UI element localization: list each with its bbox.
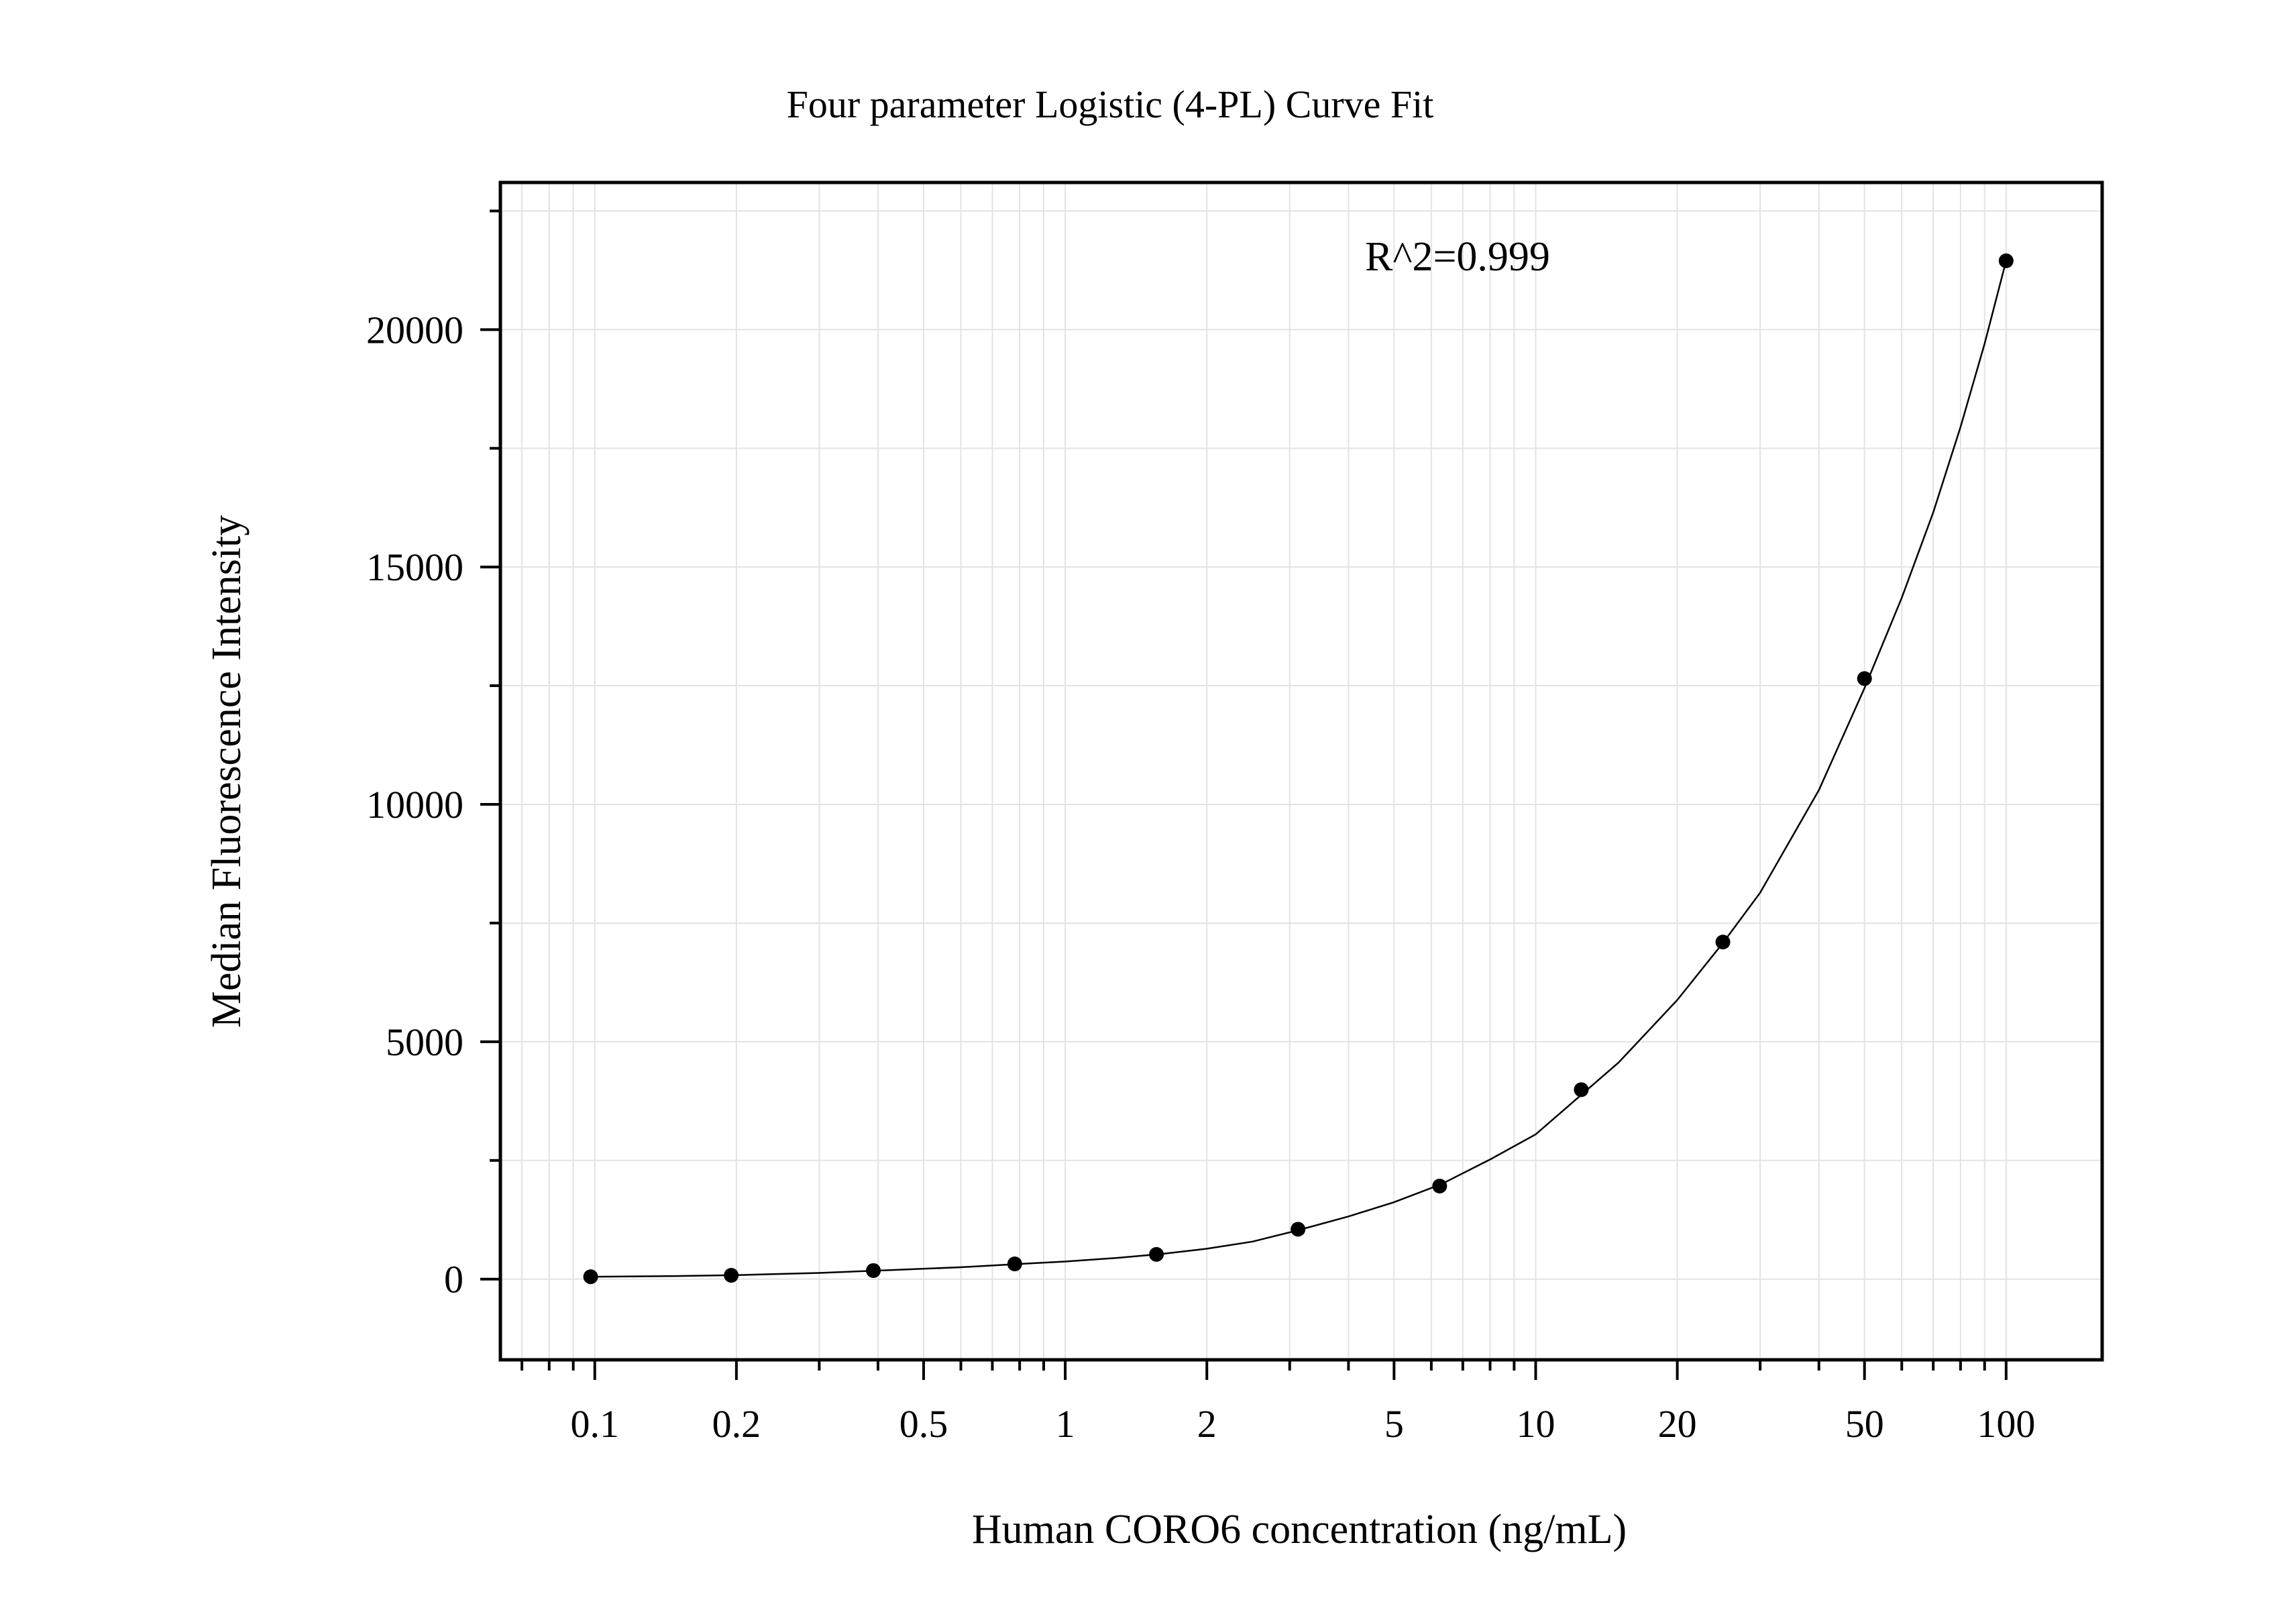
fit-curve <box>590 260 2008 1278</box>
x-axis-label: Human CORO6 concentration (ng/mL) <box>972 1507 1627 1552</box>
y-tick-label: 0 <box>444 1258 463 1301</box>
y-tick-label: 15000 <box>366 545 463 589</box>
x-tick-label: 0.5 <box>899 1402 948 1446</box>
fit-curve-layer <box>590 260 2008 1278</box>
data-point <box>1149 1246 1164 1262</box>
data-point <box>1291 1222 1306 1237</box>
data-point <box>1998 253 2014 268</box>
data-point <box>1574 1082 1589 1098</box>
data-point <box>583 1269 598 1285</box>
y-tick-label: 20000 <box>366 308 463 352</box>
axis-ticks <box>480 209 2008 1380</box>
y-axis-label: Median Fluorescence Intensity <box>204 515 250 1028</box>
x-tick-labels: 0.1 0.2 0.5 1 2 5 10 20 50 100 <box>570 1402 2035 1446</box>
y-tick-label: 5000 <box>386 1020 463 1064</box>
data-point <box>866 1263 881 1278</box>
x-tick-label: 0.2 <box>712 1402 761 1446</box>
y-tick-label: 10000 <box>366 783 463 826</box>
plot-frame <box>498 180 2104 1362</box>
x-tick-label: 5 <box>1384 1402 1404 1446</box>
r-squared-annotation: R^2=0.999 <box>1365 234 1550 280</box>
data-point <box>1857 671 1872 686</box>
x-tick-label: 0.1 <box>570 1402 619 1446</box>
x-tick-label: 10 <box>1516 1402 1555 1446</box>
x-tick-label: 20 <box>1658 1402 1697 1446</box>
chart-title: Four parameter Logistic (4-PL) Curve Fit <box>787 83 1434 126</box>
y-tick-labels: 0 5000 10000 15000 20000 <box>366 308 463 1301</box>
data-point <box>1432 1178 1447 1193</box>
data-points <box>583 253 2014 1285</box>
x-tick-label: 2 <box>1197 1402 1217 1446</box>
x-tick-label: 1 <box>1056 1402 1075 1446</box>
grid <box>500 182 2102 1360</box>
x-tick-label: 100 <box>1977 1402 2035 1446</box>
data-point <box>724 1268 739 1283</box>
data-point <box>1715 934 1731 950</box>
x-tick-label: 50 <box>1845 1402 1884 1446</box>
data-point <box>1007 1257 1022 1272</box>
